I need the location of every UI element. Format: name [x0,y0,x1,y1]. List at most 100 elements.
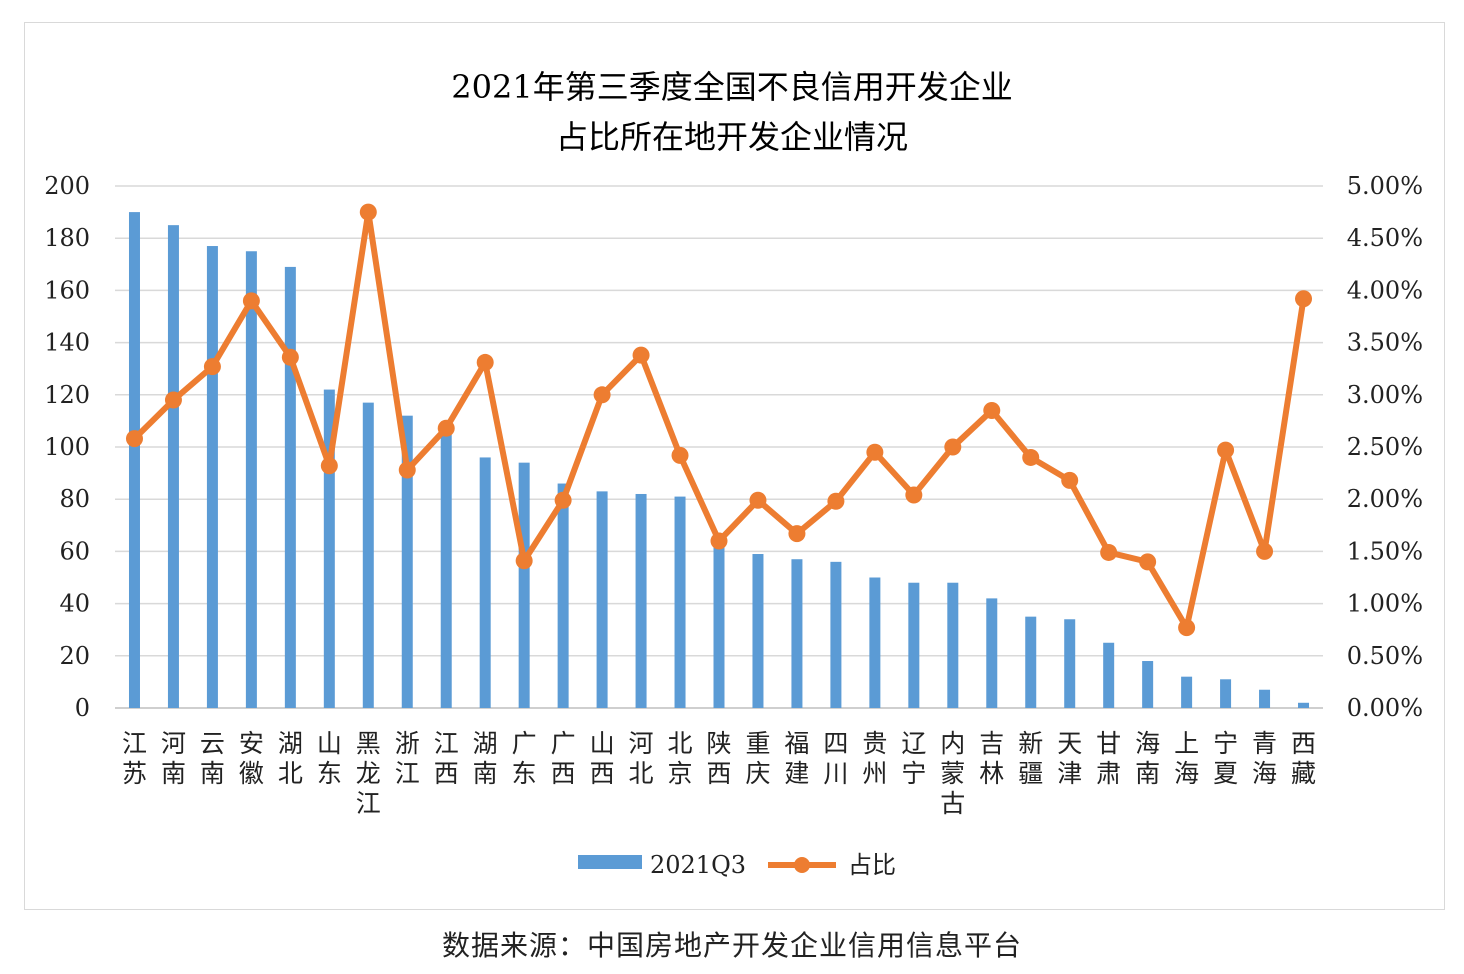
bar [323,389,335,708]
right-tick-label: 3.50% [1347,329,1423,357]
bar [128,212,140,708]
right-tick-label: 1.50% [1347,537,1423,565]
legend-line-label: 占比 [848,851,896,879]
category-label: 甘肃 [1096,729,1121,788]
category-label: 浙江 [395,729,420,788]
line-point [1061,471,1079,489]
bar [284,266,296,708]
bar [401,415,413,708]
line-point [437,419,455,437]
gridlines [115,185,1323,709]
right-tick-label: 5.00% [1347,172,1423,200]
line-point [281,348,299,366]
line-point [515,552,533,570]
line-point [320,457,338,475]
line-point [1217,441,1235,459]
line-point [710,532,728,550]
line-points [125,203,1313,637]
bar [674,496,686,708]
right-tick-label: 4.00% [1347,276,1423,304]
line-point [944,438,962,456]
line-point [1022,448,1040,466]
category-label: 青海 [1252,729,1277,788]
bar [440,428,452,708]
category-label: 天津 [1057,729,1082,788]
category-label: 广西 [551,729,576,788]
right-tick-label: 3.00% [1347,381,1423,409]
bar [635,493,647,708]
bar [1142,661,1154,708]
category-label: 陕西 [706,729,731,788]
bar [791,559,803,708]
category-label: 山东 [317,729,342,788]
right-tick-label: 2.00% [1347,485,1423,513]
chart-title-line-1: 2021年第三季度全国不良信用开发企业 [451,68,1013,106]
legend-line-marker [794,857,810,873]
bar [908,582,920,708]
bar [479,457,491,708]
chart-frame [24,22,1445,910]
category-label: 北京 [668,729,693,788]
left-tick-label: 60 [59,537,90,565]
left-tick-label: 160 [44,276,90,304]
bar [1298,702,1310,708]
line-point [1178,619,1196,637]
bar [947,582,959,708]
bar [752,554,764,708]
bar [869,577,881,708]
category-label: 湖北 [278,729,303,788]
category-label: 内蒙古 [940,729,965,818]
line-point [632,346,650,364]
right-tick-label: 0.00% [1347,694,1423,722]
category-label: 上海 [1174,729,1199,788]
bar [596,491,608,708]
bar [206,246,218,708]
right-tick-label: 0.50% [1347,642,1423,670]
category-label: 西藏 [1291,729,1316,788]
legend-bar-label: 2021Q3 [650,851,746,879]
line-point [1100,543,1118,561]
bar [167,225,179,708]
category-label: 吉林 [979,729,1004,788]
bar [1103,642,1115,708]
category-label: 贵州 [862,729,887,788]
bar [557,483,569,708]
category-label: 河南 [161,729,186,788]
category-label: 湖南 [473,729,498,788]
bar [713,546,725,708]
category-label: 宁夏 [1213,729,1238,788]
right-tick-label: 1.00% [1347,590,1423,618]
left-axis-ticks: 0 20 40 60 80 100 120 140 160 180 200 [44,172,90,722]
left-tick-label: 200 [44,172,90,200]
bar [830,561,842,708]
category-label: 江苏 [122,729,147,788]
line-point [671,446,689,464]
right-tick-label: 2.50% [1347,433,1423,461]
line-point [476,353,494,371]
bar [1220,679,1232,708]
line-point [554,491,572,509]
line-point [242,292,260,310]
left-tick-label: 120 [44,381,90,409]
line-point [788,525,806,543]
legend: 2021Q3 占比 [578,851,896,879]
category-label: 海南 [1135,729,1160,788]
category-label: 广东 [512,729,537,788]
bar [1025,616,1037,708]
legend-bar-swatch [578,855,642,869]
category-label: 四川 [823,729,848,788]
category-label: 重庆 [745,729,770,788]
category-label: 江西 [434,729,459,788]
category-label: 新疆 [1018,729,1043,788]
left-tick-label: 140 [44,329,90,357]
left-tick-label: 100 [44,433,90,461]
bar [986,598,998,708]
left-tick-label: 180 [44,224,90,252]
line-point [749,491,767,509]
category-label: 云南 [200,729,225,788]
line-point [593,386,611,404]
line-point [125,430,143,448]
category-label: 河北 [629,729,654,788]
line-point [905,486,923,504]
